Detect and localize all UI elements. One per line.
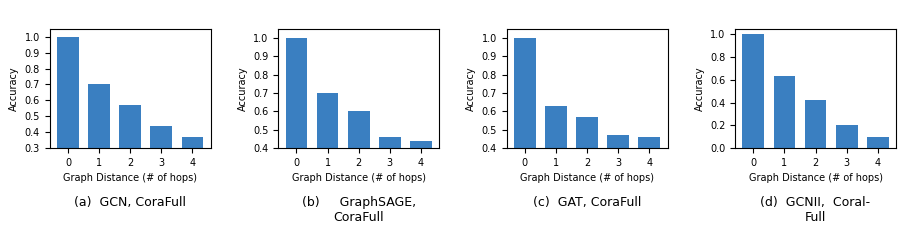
Bar	[317, 93, 338, 222]
Y-axis label: Accuracy: Accuracy	[237, 66, 248, 111]
Bar	[545, 106, 567, 222]
Text: (b)     GraphSAGE,
CoraFull: (b) GraphSAGE, CoraFull	[301, 196, 415, 224]
Bar	[514, 38, 536, 222]
Bar	[285, 38, 308, 222]
Text: (d)  GCNII,  Coral-
Full: (d) GCNII, Coral- Full	[760, 196, 871, 224]
Bar	[88, 84, 110, 196]
Bar	[835, 125, 858, 148]
Y-axis label: Accuracy: Accuracy	[466, 66, 476, 111]
X-axis label: Graph Distance (# of hops): Graph Distance (# of hops)	[291, 174, 425, 184]
Bar	[576, 117, 598, 222]
X-axis label: Graph Distance (# of hops): Graph Distance (# of hops)	[63, 174, 197, 184]
Bar	[867, 137, 889, 148]
Bar	[638, 137, 661, 222]
Text: (a)  GCN, CoraFull: (a) GCN, CoraFull	[74, 196, 186, 209]
Bar	[410, 141, 432, 222]
Bar	[379, 137, 401, 222]
Bar	[805, 100, 826, 148]
Bar	[348, 111, 369, 222]
Text: (c)  GAT, CoraFull: (c) GAT, CoraFull	[533, 196, 642, 209]
Bar	[150, 126, 172, 196]
X-axis label: Graph Distance (# of hops): Graph Distance (# of hops)	[520, 174, 654, 184]
Bar	[119, 105, 141, 196]
Y-axis label: Accuracy: Accuracy	[694, 66, 704, 111]
X-axis label: Graph Distance (# of hops): Graph Distance (# of hops)	[748, 174, 882, 184]
Y-axis label: Accuracy: Accuracy	[9, 66, 19, 111]
Bar	[742, 34, 764, 148]
Bar	[607, 135, 629, 222]
Bar	[774, 76, 795, 148]
Bar	[182, 137, 204, 196]
Bar	[57, 37, 79, 196]
